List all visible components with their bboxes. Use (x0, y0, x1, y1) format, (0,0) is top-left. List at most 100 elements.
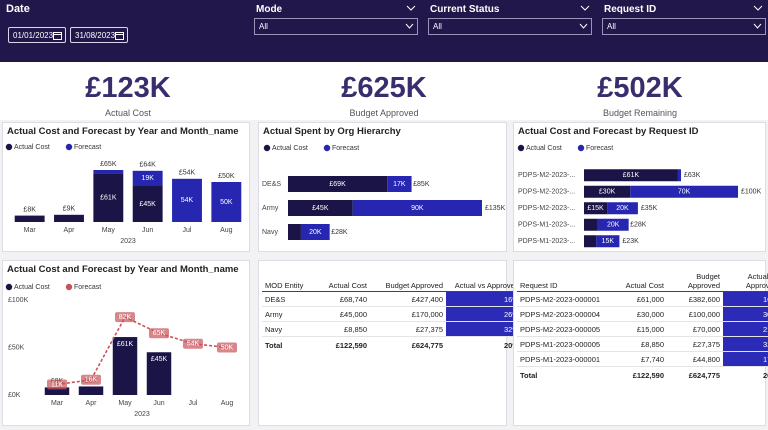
table-cell: £15,000 (615, 321, 667, 337)
dropdown-chevron (405, 23, 414, 29)
table-cell: £44,800 (667, 351, 723, 367)
column-header: MOD Entity (262, 267, 316, 292)
dropdown-label: Mode (256, 4, 283, 15)
column-header: Actual Cost (615, 267, 667, 292)
table-cell: PDPS-M2-2023-000001 (517, 291, 615, 307)
chart-title: Actual Cost and Forecast by Request ID (518, 126, 699, 137)
chart-card: Actual Cost and Forecast by Year and Mon… (2, 122, 250, 252)
dropdown-chevron (579, 23, 588, 29)
table-cell: £8,850 (615, 336, 667, 352)
kpi-label: Budget Remaining (602, 108, 678, 118)
dropdown[interactable]: All (602, 18, 766, 35)
table-row: PDPS-M2-2023-000004£30,000£100,00030% (517, 306, 768, 322)
kpi-label: Actual Cost (104, 108, 152, 118)
table-cell: 26% (446, 306, 522, 322)
collapse-chevron (580, 5, 590, 11)
date-start[interactable]: 01/01/2023 (8, 27, 66, 43)
column-header: Actual vs Approved (446, 267, 522, 292)
table-cell: Navy (262, 321, 316, 337)
table-cell: DE&S (262, 291, 316, 307)
kpi-value: £123K (85, 72, 171, 104)
data-table: Request ID Actual Cost Budget Approved Actu… (517, 267, 768, 383)
calendar-icon (53, 32, 62, 40)
table-row: Navy £8,850 £27,375 32% (262, 321, 522, 337)
chart-card: Actual Cost and Forecast by Year and Mon… (2, 260, 250, 426)
table-cell: 17% (723, 351, 768, 367)
table-row: DE&S £68,740 £427,400 16% (262, 291, 522, 307)
dropdown-value: All (607, 22, 616, 31)
table-cell: £7,740 (615, 351, 667, 367)
total-cell: £122,590 (316, 336, 370, 353)
kpi-value: £625K (341, 72, 427, 104)
table-row: PDPS-M2-2023-000001£61,000£382,60016% (517, 291, 768, 307)
collapse-chevron (753, 5, 763, 11)
column-header: Budget Approved (370, 267, 446, 292)
total-cell: 20% (446, 336, 522, 353)
table-cell: PDPS-M1-2023-000005 (517, 336, 615, 352)
dropdown-value: All (259, 22, 268, 31)
dropdown-value: All (433, 22, 442, 31)
table-cell: 30% (723, 306, 768, 322)
dropdown-label: Request ID (604, 4, 657, 15)
date-label: Date (6, 3, 30, 15)
table-cell: £100,000 (667, 306, 723, 322)
table-cell: 32% (446, 321, 522, 337)
table-cell: £27,375 (370, 321, 446, 337)
filter-bar: Date 01/01/2023 31/08/2023 Mode All Curr… (0, 0, 768, 62)
table-cell: PDPS-M2-2023-000005 (517, 321, 615, 337)
date-end-text: 31/08/2023 (75, 31, 116, 40)
total-cell: Total (262, 336, 316, 353)
table-cell: 16% (723, 291, 768, 307)
table-cell: £427,400 (370, 291, 446, 307)
kpi-row: £123K Actual Cost £625K Budget Approved … (0, 62, 768, 120)
column-header: Actual vs Approved (723, 267, 768, 292)
header-row: MOD Entity Actual Cost Budget Approved Actu… (262, 267, 522, 292)
kpi-label: Budget Approved (349, 108, 419, 118)
dropdown-chevron (753, 23, 762, 29)
total-cell: £624,775 (370, 336, 446, 353)
column-header: Actual Cost (316, 267, 370, 292)
table-cell: £27,375 (667, 336, 723, 352)
total-cell: 20% (723, 366, 768, 383)
table-card: MOD Entity Actual Cost Budget Approved Actu… (258, 260, 522, 426)
table-cell: £70,000 (667, 321, 723, 337)
chart-title: Actual Cost and Forecast by Year and Mon… (7, 264, 239, 275)
column-header: Request ID (517, 267, 615, 292)
table-cell: 32% (723, 336, 768, 352)
table-row: PDPS-M2-2023-000005£15,000£70,00021% (517, 321, 768, 337)
table-cell: £8,850 (316, 321, 370, 337)
dropdown[interactable]: All (428, 18, 592, 35)
date-end[interactable]: 31/08/2023 (70, 27, 128, 43)
collapse-chevron (406, 5, 416, 11)
table-wrap: MOD Entity Actual Cost Budget Approved Actu… (262, 267, 522, 353)
table-cell: £45,000 (316, 306, 370, 322)
table-cell: Army (262, 306, 316, 322)
table-card: Request ID Actual Cost Budget Approved Actu… (513, 260, 768, 426)
table-wrap: Request ID Actual Cost Budget Approved Actu… (517, 267, 768, 383)
dropdown[interactable]: All (254, 18, 418, 35)
table-cell: £382,600 (667, 291, 723, 307)
table-cell: £68,740 (316, 291, 370, 307)
total-cell: £122,590 (615, 366, 667, 383)
total-cell: £624,775 (667, 366, 723, 383)
dropdown-label: Current Status (430, 4, 500, 15)
table-row: Army £45,000 £170,000 26% (262, 306, 522, 322)
total-cell: Total (517, 366, 615, 383)
chart-card: Actual Cost and Forecast by Request ID (513, 122, 766, 252)
column-header: Budget Approved (667, 267, 723, 292)
table-cell: 16% (446, 291, 522, 307)
chart-title: Actual Cost and Forecast by Year and Mon… (7, 126, 239, 137)
table-cell: £170,000 (370, 306, 446, 322)
table-cell: PDPS-M2-2023-000004 (517, 306, 615, 322)
chart-card: Actual Spent by Org Hierarchy (258, 122, 507, 252)
table-row: PDPS-M1-2023-000001£7,740£44,80017% (517, 351, 768, 367)
data-table: MOD Entity Actual Cost Budget Approved Actu… (262, 267, 522, 353)
chart-title: Actual Spent by Org Hierarchy (263, 126, 401, 137)
table-cell: PDPS-M1-2023-000001 (517, 351, 615, 367)
kpi-value: £502K (597, 72, 683, 104)
table-cell: £30,000 (615, 306, 667, 322)
date-start-text: 01/01/2023 (13, 31, 54, 40)
